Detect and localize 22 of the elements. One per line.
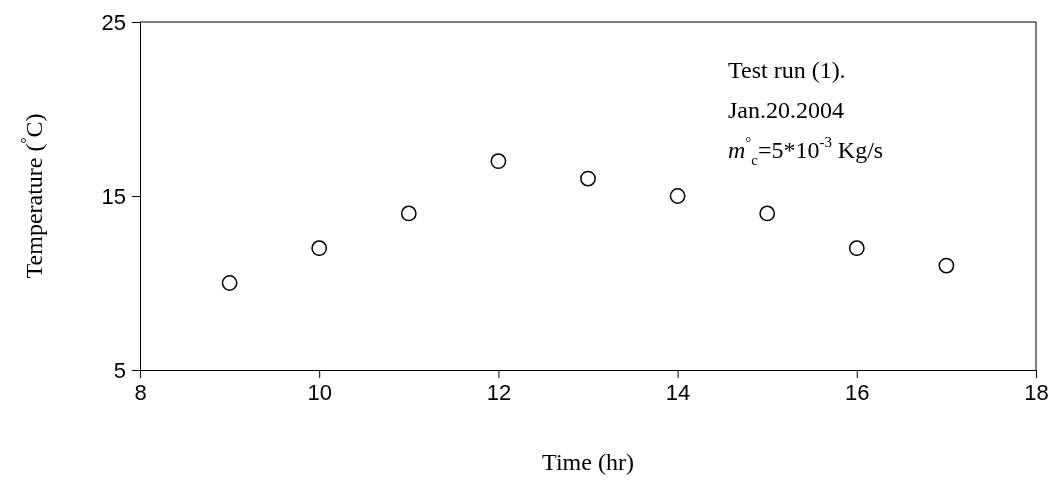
point <box>490 153 507 170</box>
annotation: Test run (1). <box>728 57 846 83</box>
point <box>580 170 596 187</box>
y-tick-label: 15 <box>101 183 126 209</box>
point <box>311 240 328 257</box>
x-tick-label: 18 <box>1024 379 1049 405</box>
point <box>669 188 686 204</box>
annotation: m$^{°}$$_{c}$=5*10$^{-3}$ Kg/s <box>728 134 884 168</box>
y-tick-label: 5 <box>113 357 126 383</box>
point <box>848 240 865 257</box>
point <box>938 257 955 274</box>
x-tick-label: 16 <box>845 379 870 405</box>
x-axis-title: Time (hr) <box>542 449 634 475</box>
point <box>400 205 417 222</box>
point <box>759 205 776 222</box>
point <box>221 275 238 291</box>
x-tick-label: 10 <box>307 379 332 405</box>
x-tick-label: 14 <box>665 379 691 405</box>
x-tick-label: 8 <box>134 379 147 405</box>
y-tick-label: 25 <box>101 9 126 35</box>
x-tick-label: 12 <box>486 379 512 405</box>
annotation: Jan.20.2004 <box>728 97 844 123</box>
